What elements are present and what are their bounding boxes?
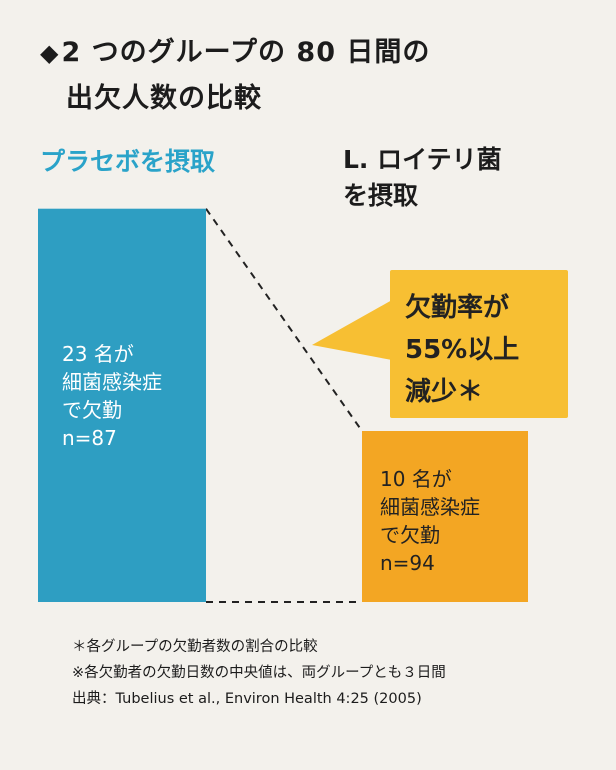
bar-reuteri [362, 431, 528, 602]
reuteri-group-label: L. ロイテリ菌 を摂取 [343, 142, 502, 214]
placebo-bar-line-2: 細菌感染症 [62, 370, 162, 394]
footnotes: ＊各グループの欠勤者数の割合の比較 ※各欠勤者の欠勤日数の中央値は、両グループと… [72, 634, 446, 712]
title-line-1-text: 2 つのグループの 80 日間の [61, 37, 431, 68]
connector-top-dashed-line [205, 208, 363, 432]
callout-pointer [312, 300, 392, 360]
footnote-2: ※各欠勤者の欠勤日数の中央値は、両グループとも３日間 [72, 665, 446, 681]
placebo-bar-text: 23 名が 細菌感染症 で欠勤 n=87 [62, 340, 162, 452]
placebo-bar-line-4: n=87 [62, 426, 117, 450]
title-line-1: ◆2 つのグループの 80 日間の [40, 30, 430, 76]
callout-rect [390, 270, 568, 418]
reuteri-label-line-2: を摂取 [343, 181, 419, 210]
reuteri-bar-line-1: 10 名が [380, 467, 452, 491]
callout-line-3: 減少＊ [405, 377, 484, 407]
footnote-1: ＊各グループの欠勤者数の割合の比較 [72, 639, 318, 655]
title-line-2: 出欠人数の比較 [66, 83, 262, 114]
reuteri-bar-line-2: 細菌感染症 [380, 495, 480, 519]
callout-line-1: 欠勤率が [405, 293, 510, 323]
reuteri-label-line-1: L. ロイテリ菌 [343, 145, 502, 174]
reuteri-bar-line-4: n=94 [380, 551, 435, 575]
callout-text: 欠勤率が 55%以上 減少＊ [405, 287, 519, 413]
placebo-group-label: プラセボを摂取 [40, 147, 216, 176]
source-citation: 出典：Tubelius et al., Environ Health 4:25 … [72, 691, 422, 707]
callout-line-2: 55%以上 [405, 335, 520, 365]
placebo-bar-line-3: で欠勤 [62, 398, 122, 422]
chart-title: ◆2 つのグループの 80 日間の 出欠人数の比較 [40, 30, 430, 122]
placebo-bar-line-1: 23 名が [62, 342, 134, 366]
bar-placebo [38, 208, 206, 602]
diamond-bullet-icon: ◆ [40, 39, 60, 67]
callout-box [312, 270, 568, 418]
reuteri-bar-line-3: で欠勤 [380, 523, 440, 547]
reuteri-bar-text: 10 名が 細菌感染症 で欠勤 n=94 [380, 465, 480, 577]
